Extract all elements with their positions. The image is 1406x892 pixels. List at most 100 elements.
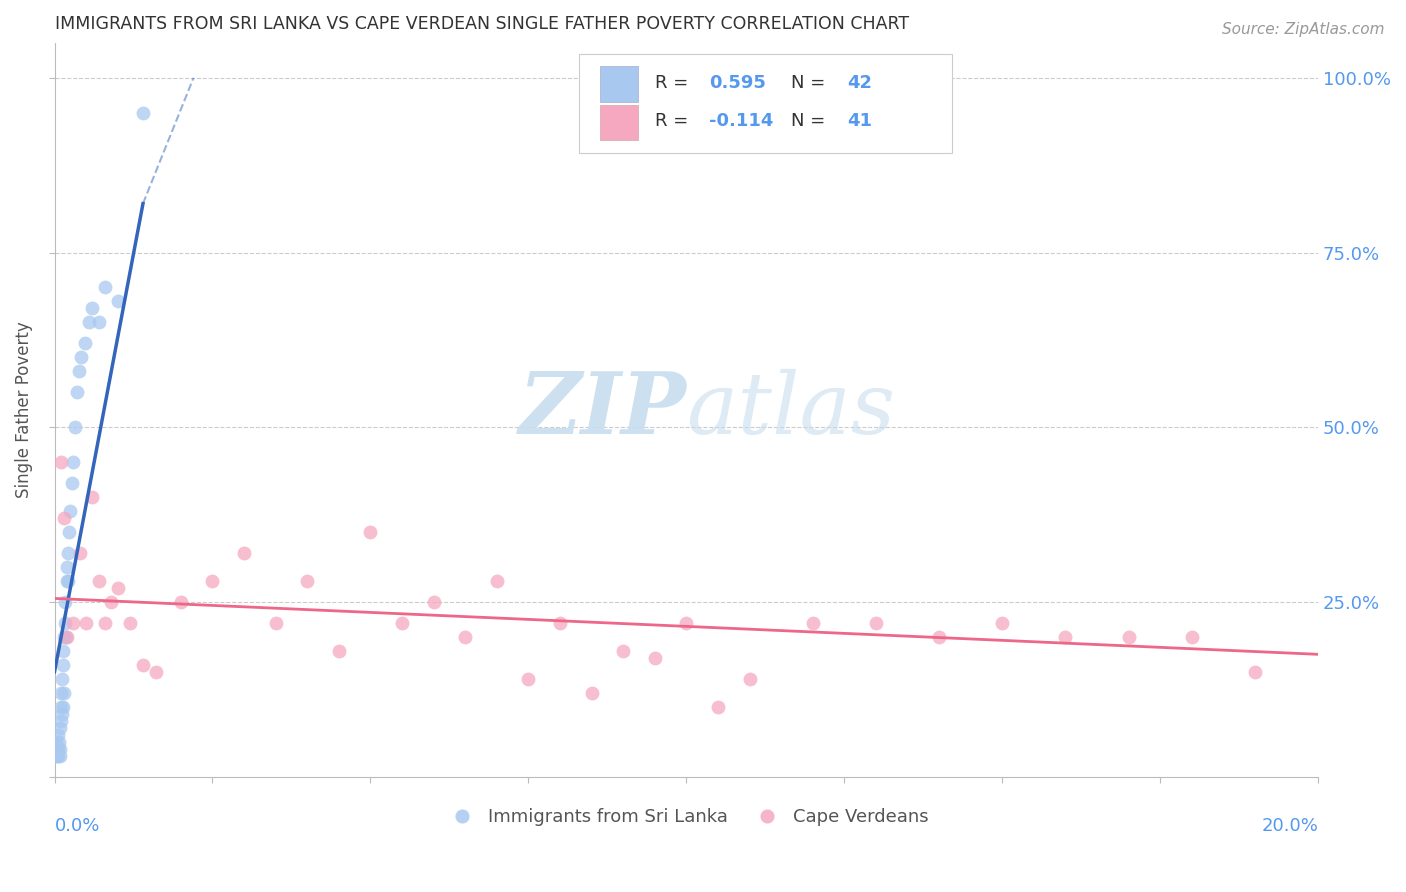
Text: 0.595: 0.595 [709,73,766,92]
Point [82,490,104,504]
Point [63,420,86,434]
Text: 41: 41 [846,112,872,130]
Point [58,524,80,539]
Point [145,665,167,679]
Point [46,748,69,763]
Point [75,615,97,630]
Text: IMMIGRANTS FROM SRI LANKA VS CAPE VERDEAN SINGLE FATHER POVERTY CORRELATION CHAR: IMMIGRANTS FROM SRI LANKA VS CAPE VERDEA… [55,15,908,33]
Point [1181,630,1204,644]
Point [422,595,444,609]
Point [45,748,67,763]
Point [738,672,761,686]
Point [46,728,69,742]
Point [991,615,1014,630]
Point [46,741,69,756]
Point [49,714,72,728]
Point [132,105,155,120]
Point [53,595,76,609]
Text: R =: R = [655,112,693,130]
Point [865,615,887,630]
Point [120,615,142,630]
Point [53,511,76,525]
Point [107,581,129,595]
Point [55,574,77,588]
Point [297,574,319,588]
Point [201,574,224,588]
Point [391,615,413,630]
Point [94,615,117,630]
Y-axis label: Single Father Poverty: Single Father Poverty [15,321,32,498]
Point [548,615,571,630]
Point [70,351,93,365]
Point [52,644,75,658]
Point [73,336,96,351]
Point [53,630,76,644]
Point [62,455,84,469]
Point [100,595,122,609]
Point [801,615,824,630]
Point [233,546,256,560]
Text: atlas: atlas [686,368,896,451]
Point [56,630,79,644]
Point [675,615,697,630]
Point [707,699,730,714]
Point [49,699,72,714]
Text: 42: 42 [846,73,872,92]
Point [48,734,70,748]
Point [60,476,83,491]
Text: R =: R = [655,73,693,92]
Point [82,301,104,316]
Point [359,524,381,539]
Point [454,630,477,644]
Bar [600,66,638,102]
Text: 20.0%: 20.0% [1261,817,1319,835]
Point [132,657,155,672]
Point [66,385,89,400]
Text: N =: N = [792,73,831,92]
Point [55,630,77,644]
Point [51,686,73,700]
Point [485,574,508,588]
Point [56,546,79,560]
Point [49,741,72,756]
Text: -0.114: -0.114 [709,112,773,130]
Point [328,644,350,658]
Point [52,657,75,672]
Point [67,364,90,378]
Point [1244,665,1267,679]
Text: N =: N = [792,112,831,130]
Point [69,546,91,560]
Point [59,504,82,518]
Point [48,721,70,735]
Point [62,615,84,630]
FancyBboxPatch shape [579,54,952,153]
Point [170,595,193,609]
Point [46,741,69,756]
Point [1118,630,1140,644]
Legend: Immigrants from Sri Lanka, Cape Verdeans: Immigrants from Sri Lanka, Cape Verdeans [437,801,935,834]
Point [49,455,72,469]
Text: 0.0%: 0.0% [55,817,100,835]
Point [1054,630,1077,644]
Point [48,748,70,763]
Point [644,650,666,665]
Point [87,315,110,329]
Point [53,686,76,700]
Point [52,699,75,714]
Point [264,615,287,630]
Point [928,630,950,644]
Point [56,560,79,574]
Point [107,294,129,309]
Point [612,644,634,658]
Text: Source: ZipAtlas.com: Source: ZipAtlas.com [1222,22,1385,37]
Point [517,672,540,686]
Text: ZIP: ZIP [519,368,686,451]
Point [45,734,67,748]
Point [581,686,603,700]
Bar [600,105,638,140]
Point [51,672,73,686]
Point [87,574,110,588]
Point [53,615,76,630]
Point [94,280,117,294]
Point [77,315,100,329]
